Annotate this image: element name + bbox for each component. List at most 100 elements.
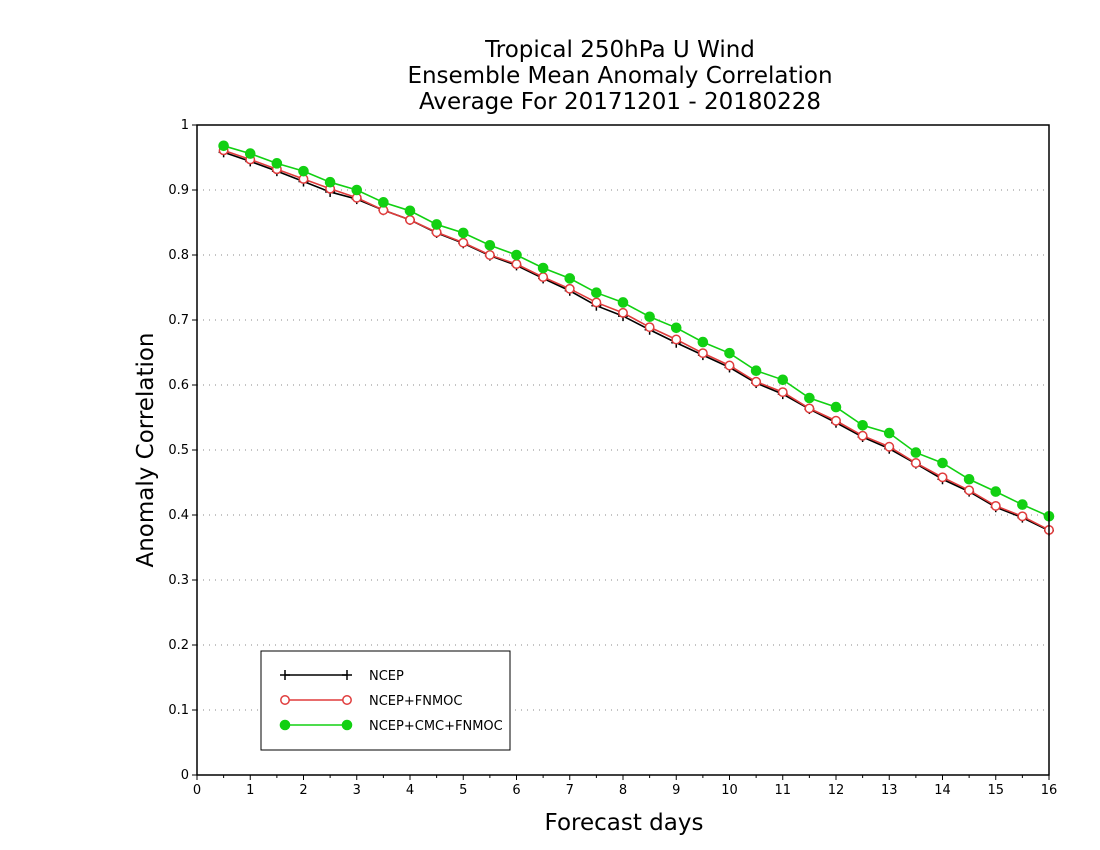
x-tick-label-3: 3: [353, 783, 361, 798]
series-1-point-16: [644, 322, 655, 333]
series-1: [218, 145, 1054, 535]
series-2-point-7: [404, 205, 416, 217]
series-2-point-1: [244, 148, 256, 159]
x-tick-label-15: 15: [987, 783, 1004, 798]
y-tick-label-7: 0.7: [168, 313, 189, 328]
y-tick-label-5: 0.5: [168, 443, 189, 458]
series-line-0: [223, 151, 1050, 532]
legend: NCEP NCEP+FNMOC NCEP+CMC+FNMOC: [260, 650, 511, 751]
y-axis-ticks: 0 0.1 0.2 0.3 0.4 0.5 0.6 0.7 0.8 0.9 1: [168, 118, 197, 783]
series-2-point-18: [697, 336, 709, 348]
series-2-point-28: [963, 473, 975, 485]
series-2-point-12: [537, 262, 549, 274]
series-1-point-9: [458, 237, 469, 248]
legend-label-2: NCEP+CMC+FNMOC: [369, 719, 503, 734]
series-2-point-0: [218, 140, 229, 152]
legend-label-1: NCEP+FNMOC: [369, 694, 462, 709]
x-axis-ticks: 0 1 2 3 4 5 6 7 8 9 10 11 12 13 14 15 16: [193, 775, 1057, 798]
series-1-point-7: [405, 214, 415, 225]
series-1-point-13: [564, 283, 575, 294]
series-2-point-25: [883, 427, 895, 439]
y-tick-label-1: 0.1: [168, 703, 189, 718]
x-tick-label-12: 12: [828, 783, 845, 798]
series-2-point-27: [937, 457, 948, 469]
series-1-point-23: [831, 415, 841, 426]
x-tick-label-16: 16: [1041, 783, 1058, 798]
series-2-point-9: [457, 227, 469, 239]
series-2-point-17: [670, 322, 682, 334]
legend-marker-start-2: [279, 719, 291, 731]
series-2-point-15: [617, 297, 629, 308]
x-tick-label-8: 8: [619, 783, 627, 798]
legend-marker-start-1: [280, 695, 290, 705]
series-1-point-21: [777, 387, 788, 398]
x-tick-label-13: 13: [881, 783, 898, 798]
series-0: [218, 147, 1054, 536]
series-2-point-23: [830, 401, 842, 413]
legend-entry-0: NCEP: [280, 669, 404, 684]
legend-label-0: NCEP: [369, 669, 404, 684]
plot-frame: [196, 124, 1050, 776]
series-2-point-24: [857, 420, 868, 431]
series-1-point-26: [910, 458, 921, 468]
x-tick-label-1: 1: [246, 783, 254, 798]
series-2-point-22: [804, 392, 815, 404]
series-1-point-28: [964, 485, 975, 496]
chart-title-line-1: Tropical 250hPa U Wind: [485, 37, 755, 63]
data-series: [218, 140, 1055, 536]
x-tick-label-0: 0: [193, 783, 201, 798]
y-tick-label-4: 0.4: [168, 508, 189, 523]
series-2-point-13: [564, 273, 576, 284]
y-tick-label-3: 0.3: [168, 573, 189, 588]
x-tick-label-10: 10: [721, 783, 738, 798]
series-2: [218, 140, 1055, 522]
series-2-point-29: [990, 486, 1002, 497]
series-1-point-22: [804, 403, 815, 414]
series-1-point-10: [484, 250, 495, 260]
series-line-2: [223, 145, 1050, 518]
x-axis-label: Forecast days: [544, 810, 704, 836]
x-tick-label-14: 14: [934, 783, 951, 798]
series-2-point-2: [271, 158, 283, 169]
series-line-1: [223, 149, 1050, 531]
series-1-point-17: [671, 334, 682, 345]
series-2-point-30: [1017, 499, 1028, 510]
legend-marker-start-0: [280, 670, 290, 680]
series-2-point-11: [511, 249, 522, 261]
series-1-point-18: [697, 348, 708, 359]
series-2-point-6: [378, 197, 389, 208]
series-1-point-30: [1017, 511, 1028, 522]
x-tick-label-6: 6: [512, 783, 520, 798]
legend-entry-1: NCEP+FNMOC: [280, 694, 462, 709]
series-1-point-27: [937, 472, 948, 483]
series-2-point-5: [351, 184, 363, 196]
series-1-point-15: [618, 307, 628, 318]
series-1-point-29: [990, 500, 1001, 511]
y-tick-label-10: 1: [181, 118, 189, 133]
legend-entry-2: NCEP+CMC+FNMOC: [279, 719, 503, 734]
series-1-point-20: [751, 376, 762, 387]
series-2-point-10: [484, 239, 496, 251]
x-tick-label-5: 5: [459, 783, 467, 798]
x-tick-label-11: 11: [774, 783, 791, 798]
series-2-point-16: [644, 311, 655, 323]
chart-title-line-2: Ensemble Mean Anomaly Correlation: [407, 63, 833, 89]
x-tick-label-2: 2: [299, 783, 307, 798]
y-tick-label-2: 0.2: [168, 638, 189, 653]
x-tick-label-4: 4: [406, 783, 414, 798]
series-1-point-11: [511, 259, 522, 270]
series-2-point-21: [777, 374, 789, 386]
series-2-point-8: [431, 219, 442, 230]
series-1-point-12: [538, 272, 549, 283]
y-tick-label-6: 0.6: [168, 378, 189, 393]
y-tick-label-0: 0: [181, 768, 189, 783]
series-2-point-4: [324, 176, 336, 188]
series-2-point-3: [298, 165, 309, 177]
series-1-point-19: [724, 360, 735, 371]
series-2-point-14: [591, 287, 602, 299]
series-1-point-14: [591, 297, 602, 308]
x-tick-label-9: 9: [672, 783, 680, 798]
legend-marker-end-2: [341, 719, 353, 731]
series-1-point-25: [884, 441, 895, 452]
